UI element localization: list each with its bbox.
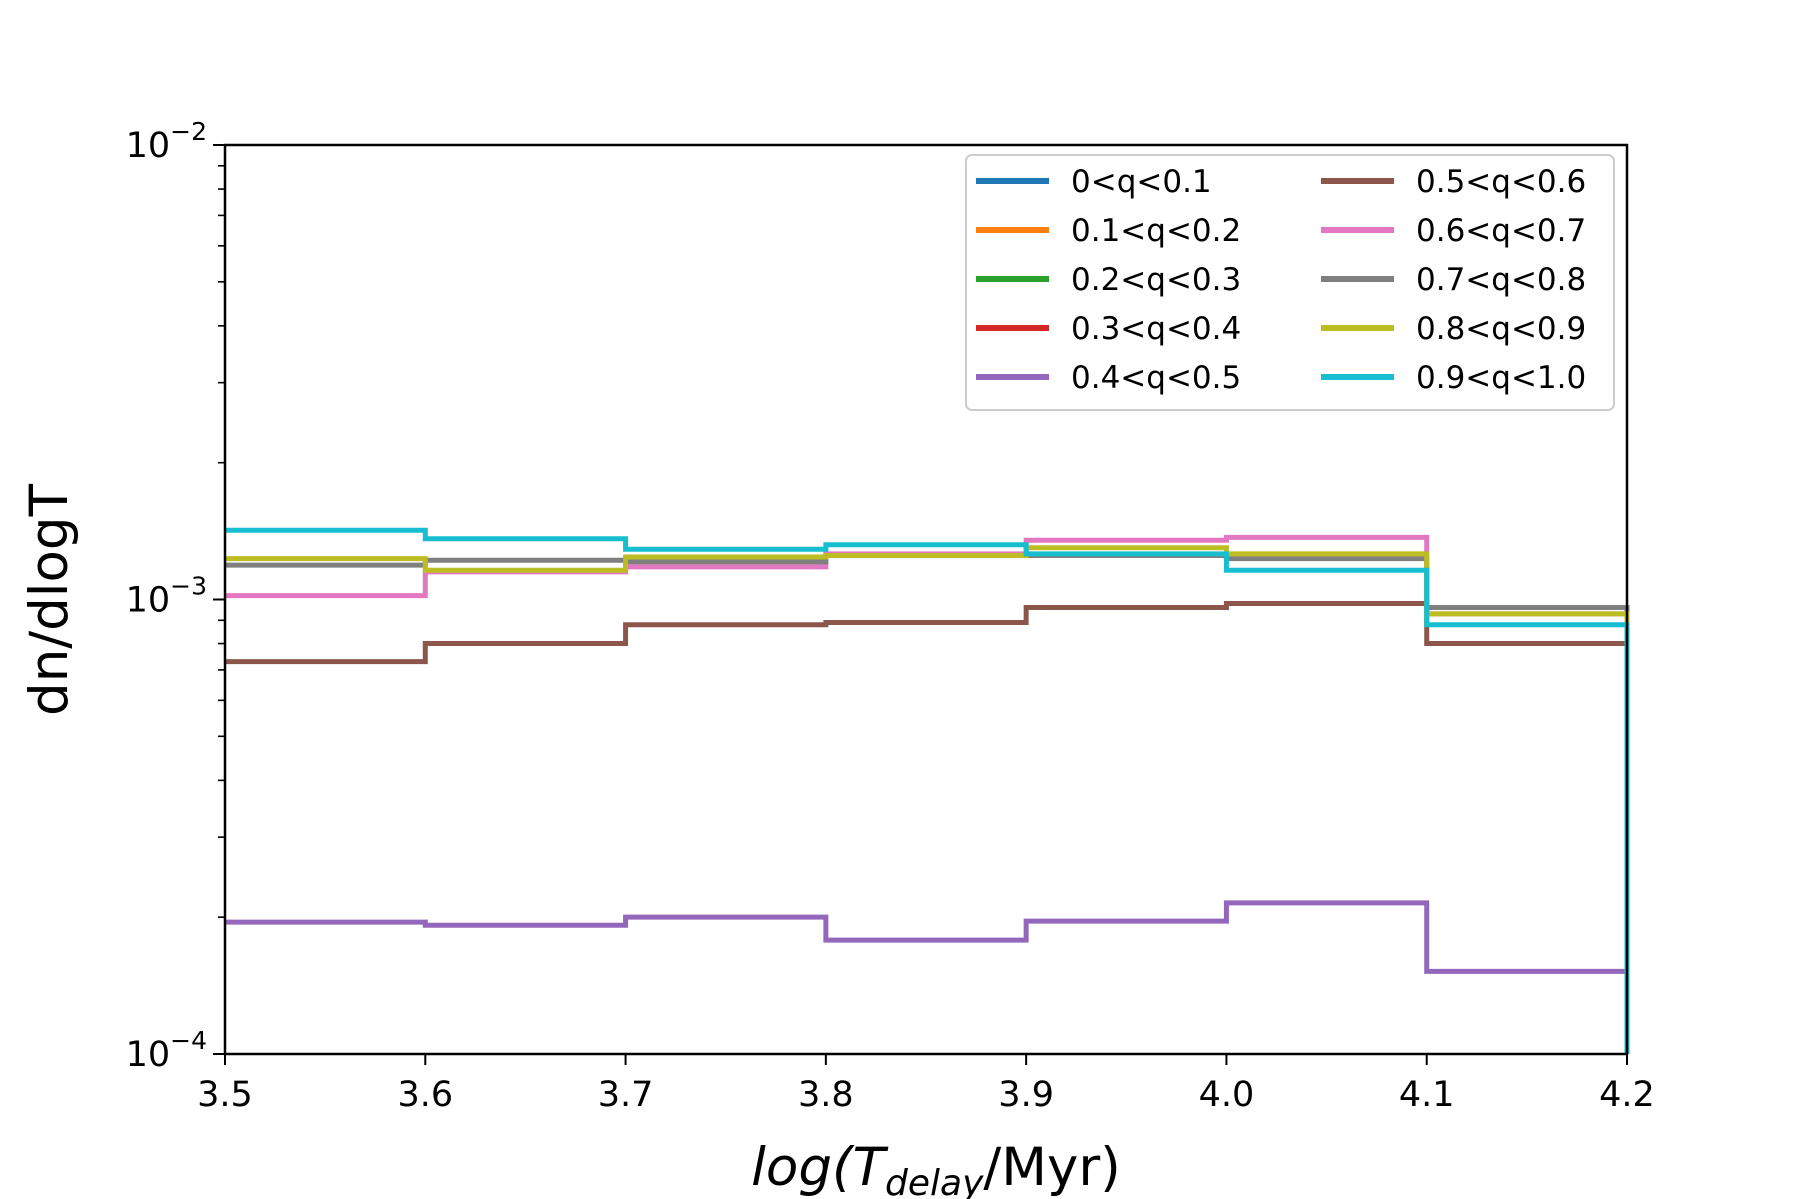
legend-entry: 0.5<q<0.6 bbox=[1416, 164, 1586, 200]
series-layer bbox=[225, 527, 1630, 1054]
legend-entry: 0<q<0.1 bbox=[1071, 164, 1212, 200]
x-tick-label: 4.2 bbox=[1599, 1075, 1655, 1115]
y-axis: 10−2 10−3 10−4 bbox=[126, 117, 225, 1075]
x-tick-label: 4.0 bbox=[1199, 1075, 1255, 1115]
legend-entry: 0.2<q<0.3 bbox=[1071, 262, 1241, 298]
legend: 0<q<0.1 0.1<q<0.2 0.2<q<0.3 0.3<q<0.4 0.4<q<… bbox=[965, 154, 1615, 411]
y-tick-label: 10−2 bbox=[126, 117, 207, 166]
y-tick-label: 10−3 bbox=[126, 572, 207, 621]
legend-entry: 0.3<q<0.4 bbox=[1071, 311, 1241, 347]
x-axis-label: log(Tdelay/Myr) bbox=[751, 1137, 1121, 1199]
x-tick-label: 3.6 bbox=[397, 1075, 453, 1115]
legend-frame bbox=[965, 154, 1615, 411]
series-line bbox=[225, 527, 1630, 1054]
legend-entry: 0.4<q<0.5 bbox=[1071, 360, 1241, 396]
x-tick-label: 4.1 bbox=[1399, 1075, 1455, 1115]
y-axis-label: dn/dlogT bbox=[19, 483, 80, 716]
x-tick-label: 3.8 bbox=[798, 1075, 854, 1115]
x-tick-label: 3.7 bbox=[598, 1075, 654, 1115]
x-tick-label: 3.5 bbox=[197, 1075, 253, 1115]
y-tick-label: 10−4 bbox=[126, 1026, 207, 1075]
legend-entry: 0.9<q<1.0 bbox=[1416, 360, 1586, 396]
x-tick-label: 3.9 bbox=[998, 1075, 1054, 1115]
legend-entry: 0.8<q<0.9 bbox=[1416, 311, 1586, 347]
series-line bbox=[225, 600, 1630, 1054]
x-axis: 3.5 3.6 3.7 3.8 3.9 4.0 4.1 4.2 bbox=[197, 1054, 1655, 1115]
legend-entry: 0.7<q<0.8 bbox=[1416, 262, 1586, 298]
legend-entry: 0.1<q<0.2 bbox=[1071, 213, 1241, 249]
series-line bbox=[225, 900, 1630, 1054]
legend-entry: 0.6<q<0.7 bbox=[1416, 213, 1586, 249]
